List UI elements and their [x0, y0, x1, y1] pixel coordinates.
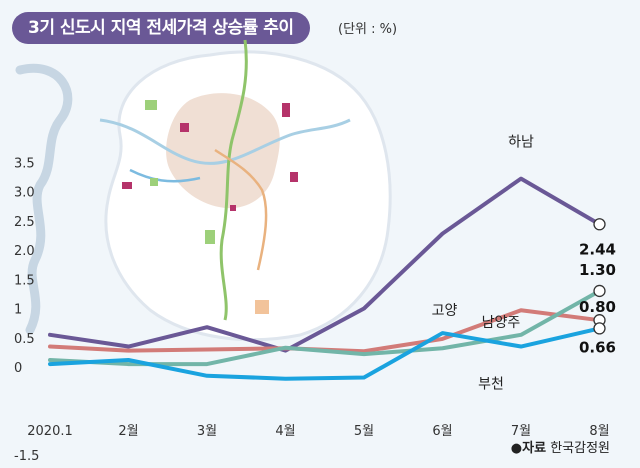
x-tick-label: 3월	[197, 424, 217, 439]
y-tick-label: 0.5	[14, 332, 35, 347]
map-road-green	[219, 39, 248, 321]
series-name-label: 하남	[508, 135, 534, 151]
series-name-label: 남양주	[482, 315, 521, 331]
series-name-label: 고양	[432, 303, 458, 319]
y-tick-label: 1	[14, 303, 22, 318]
map-road-orange	[214, 148, 268, 271]
end-point-marker	[593, 322, 606, 335]
map-park-2	[205, 230, 215, 244]
x-tick-label: 2020.1	[27, 424, 73, 439]
end-value-label: 2.44	[579, 240, 616, 258]
end-value-label: 0.80	[579, 298, 616, 316]
map-road-blue	[129, 168, 201, 183]
series-line	[48, 326, 602, 381]
map-site-2	[282, 103, 290, 117]
map-site-1	[180, 123, 189, 132]
source-note: ●자료 한국감정원	[511, 437, 610, 456]
map-coast	[15, 63, 73, 335]
y-tick-label: 2.5	[14, 215, 35, 230]
map-river	[99, 118, 351, 165]
x-tick-label: 4월	[275, 424, 295, 439]
y-tick-label: 3.5	[14, 156, 35, 171]
y-tick-label: 2.0	[14, 244, 35, 259]
y-tick-label: 3.0	[14, 186, 35, 201]
end-point-marker	[593, 218, 606, 231]
map-site-5	[230, 205, 236, 211]
x-tick-label: 2월	[118, 424, 138, 439]
chart-title: 3기 신도시 지역 전세가격 상승률 추이	[12, 12, 310, 44]
series-line	[48, 176, 602, 353]
map-illustration	[15, 39, 392, 342]
y-tick-label: 1.5	[14, 273, 35, 288]
map-park-1	[145, 100, 157, 110]
x-tick-label: 8월	[589, 424, 609, 439]
y-tick-label: 0	[14, 361, 22, 376]
map-park-3	[150, 178, 158, 186]
map-site-3	[290, 172, 298, 182]
y-tick-label: -1.5	[14, 449, 39, 464]
source-prefix: ●자료	[510, 441, 547, 456]
x-tick-label: 7월	[511, 424, 531, 439]
end-point-marker	[593, 284, 606, 298]
series-name-label: 부천	[478, 377, 504, 393]
map-park-4	[255, 300, 269, 314]
end-value-label: 0.66	[579, 338, 616, 356]
unit-label: (단위 : %)	[338, 22, 398, 37]
x-tick-label: 6월	[432, 424, 452, 439]
source-text: 한국감정원	[546, 441, 610, 456]
end-value-label: 1.30	[579, 261, 616, 279]
x-tick-label: 5월	[354, 424, 374, 439]
map-site-4	[122, 182, 132, 189]
